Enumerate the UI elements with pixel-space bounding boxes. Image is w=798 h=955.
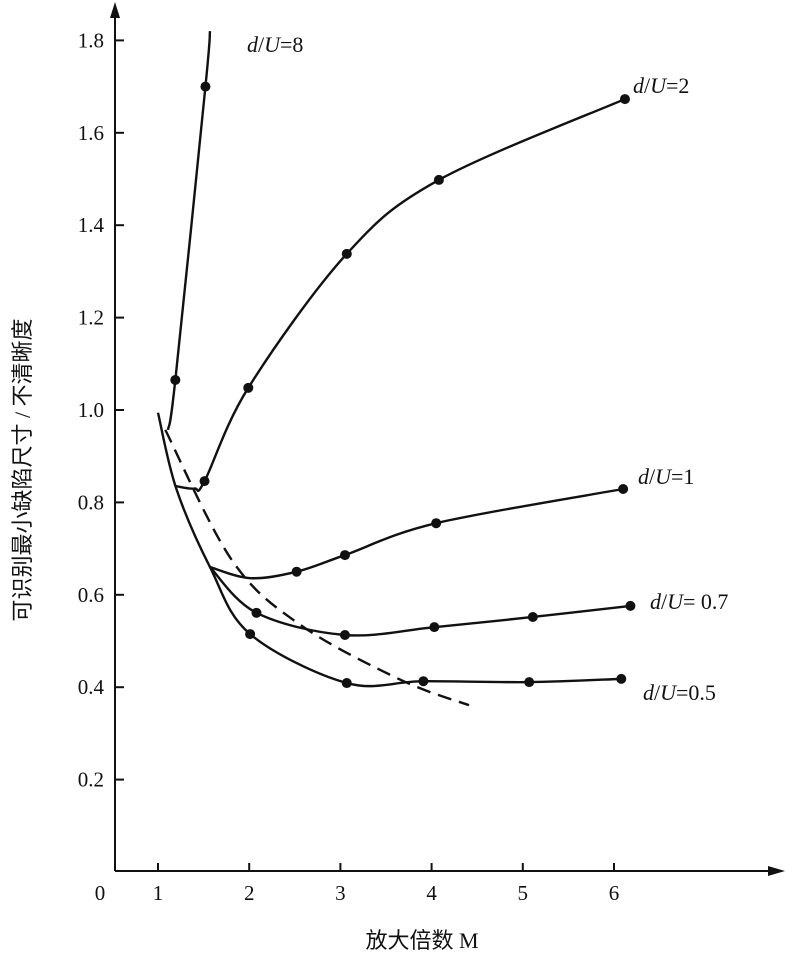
y-tick-label: 0.4 xyxy=(78,675,105,699)
data-point xyxy=(618,484,629,495)
x-axis-label: 放大倍数 M xyxy=(365,928,478,953)
series-label: d/U=0.5 xyxy=(643,680,716,705)
series-d-U-2 xyxy=(176,94,630,493)
data-point xyxy=(341,248,352,259)
x-tick-label: 3 xyxy=(335,881,346,905)
series-line xyxy=(166,31,212,431)
x-tick-label: 5 xyxy=(518,881,529,905)
series-line xyxy=(209,487,624,580)
y-tick-label: 1.4 xyxy=(78,213,105,237)
data-point xyxy=(524,677,535,688)
series-label: d/U=2 xyxy=(633,73,689,98)
data-point xyxy=(251,607,262,618)
y-tick-label: 1.6 xyxy=(78,121,104,145)
series-d-U-8 xyxy=(166,31,212,431)
series-label: d/U=8 xyxy=(247,32,303,57)
data-point xyxy=(527,611,538,622)
series-label: d/U=1 xyxy=(638,464,694,489)
data-point xyxy=(418,676,429,687)
data-point xyxy=(431,518,442,529)
x-tick-label: 4 xyxy=(426,881,437,905)
y-tick-label: 0.6 xyxy=(78,583,104,607)
data-point xyxy=(243,382,254,393)
data-point xyxy=(429,622,440,633)
series-d-U-1 xyxy=(209,484,629,580)
y-tick-label: 0.8 xyxy=(78,490,104,514)
series-label: d/U= 0.7 xyxy=(650,589,728,614)
data-point xyxy=(339,629,350,640)
data-point xyxy=(200,81,211,92)
y-axis-arrow-icon xyxy=(110,2,120,18)
y-tick-label: 0.2 xyxy=(78,768,104,792)
series-line xyxy=(156,412,622,688)
series-d-U-0.7 xyxy=(209,566,636,640)
x-tick-label: 6 xyxy=(609,881,620,905)
data-point xyxy=(170,374,181,385)
data-point xyxy=(341,678,352,689)
x-tick-label: 2 xyxy=(244,881,255,905)
data-point xyxy=(199,476,210,487)
y-tick-label: 1.2 xyxy=(78,306,104,330)
data-point xyxy=(291,566,302,577)
origin-label: 0 xyxy=(95,881,106,905)
axes xyxy=(110,2,785,876)
y-axis-label: 可识别最小缺陷尺寸 / 不清晰度 xyxy=(10,318,35,621)
data-point xyxy=(245,629,256,640)
x-axis-arrow-icon xyxy=(768,866,785,876)
y-tick-label: 1.0 xyxy=(78,398,104,422)
data-point xyxy=(619,94,630,105)
x-tick-label: 1 xyxy=(153,881,164,905)
data-point xyxy=(433,174,444,185)
series-line xyxy=(176,97,626,493)
data-point xyxy=(625,600,636,611)
y-tick-label: 1.8 xyxy=(78,28,104,52)
series-d-U-0.5 xyxy=(156,412,627,689)
data-point xyxy=(339,550,350,561)
data-point xyxy=(616,673,627,684)
